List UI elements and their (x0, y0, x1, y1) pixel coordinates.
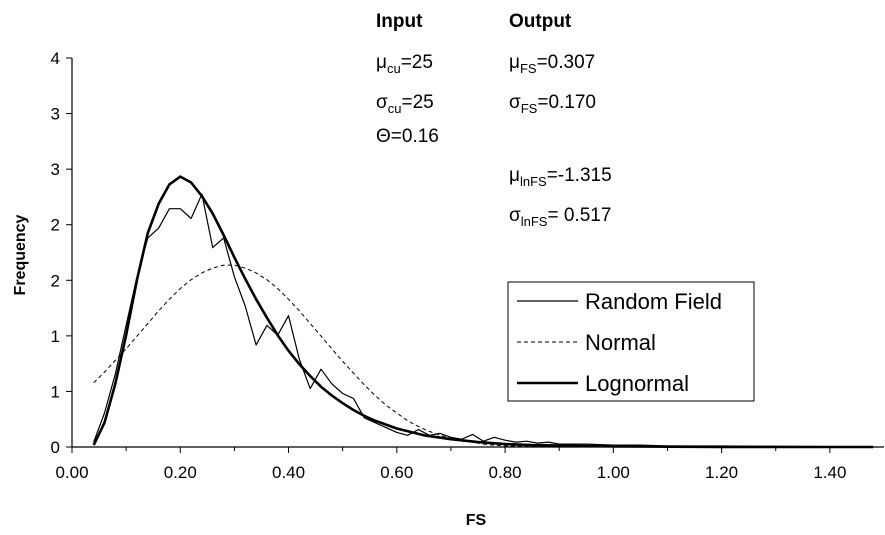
output-stat-subscript: FS (521, 101, 538, 116)
output-stat-subscript: lnFS (521, 214, 548, 229)
x-tick-label: 0.00 (55, 463, 88, 482)
y-axis-title: Frequency (12, 214, 29, 295)
output-stat-symbol: μ (509, 165, 520, 186)
output-stat-value: =0.307 (537, 52, 596, 73)
input-stat-subscript: cu (387, 61, 401, 76)
y-tick-label: 1 (51, 382, 60, 401)
x-tick-label: 1.20 (705, 463, 738, 482)
x-tick-label: 0.80 (489, 463, 522, 482)
output-stat-value: = 0.517 (547, 205, 611, 226)
legend-label-normal: Normal (585, 330, 656, 355)
output-stat-symbol: σ (509, 205, 521, 226)
y-tick-label: 3 (51, 105, 60, 124)
output-stat-subscript: FS (520, 61, 537, 76)
x-tick-label: 0.40 (272, 463, 305, 482)
output-stat: σlnFS= 0.517 (509, 205, 611, 229)
series-random-field-line (93, 193, 874, 448)
y-tick-label: 1 (51, 327, 60, 346)
input-stat: Θ=0.16 (376, 126, 439, 147)
input-stat-symbol: μ (376, 52, 387, 73)
input-stat: μcu=25 (376, 52, 433, 76)
y-tick-label: 0 (51, 438, 60, 457)
legend-label-random-field: Random Field (585, 289, 722, 314)
output-stat-symbol: σ (509, 92, 521, 113)
x-tick-label: 1.40 (813, 463, 846, 482)
stats-annotation: Input Output μcu=25σcu=25Θ=0.16μFS=0.307… (376, 11, 612, 229)
y-tick-label: 4 (51, 49, 60, 68)
x-tick-label: 0.20 (164, 463, 197, 482)
output-stat: μFS=0.307 (509, 52, 595, 76)
input-stat-value: =25 (401, 52, 433, 73)
input-stat-value: =0.16 (391, 126, 439, 147)
series-normal-line (93, 264, 560, 448)
input-heading: Input (376, 11, 423, 32)
output-stat-symbol: μ (509, 52, 520, 73)
legend-label-lognormal: Lognormal (585, 371, 689, 396)
y-tick-label: 3 (51, 160, 60, 179)
output-stat: μlnFS=-1.315 (509, 165, 612, 189)
output-stat-value: =0.170 (537, 92, 596, 113)
x-tick-label: 0.60 (380, 463, 413, 482)
input-stat-subscript: cu (388, 101, 402, 116)
x-tick-label: 1.00 (597, 463, 630, 482)
plot-area (92, 175, 874, 449)
input-stat-symbol: σ (376, 92, 388, 113)
output-stat: σFS=0.170 (509, 92, 596, 116)
axes: 0 1 1 2 2 3 3 4 0.00 0.20 0.40 0.60 0.80 1.00 1.20 1.40 (51, 49, 884, 482)
y-tick-label: 2 (51, 271, 60, 290)
series-lognormal-line (92, 175, 874, 449)
y-tick-label: 2 (51, 216, 60, 235)
input-stat-value: =25 (401, 92, 433, 113)
input-stat: σcu=25 (376, 92, 434, 116)
x-axis-title: FS (466, 512, 487, 529)
output-stat-value: =-1.315 (547, 165, 612, 186)
legend: Random Field Normal Lognormal (507, 281, 755, 402)
output-stat-subscript: lnFS (520, 174, 547, 189)
input-stat-symbol: Θ (376, 126, 391, 147)
output-heading: Output (509, 11, 572, 32)
